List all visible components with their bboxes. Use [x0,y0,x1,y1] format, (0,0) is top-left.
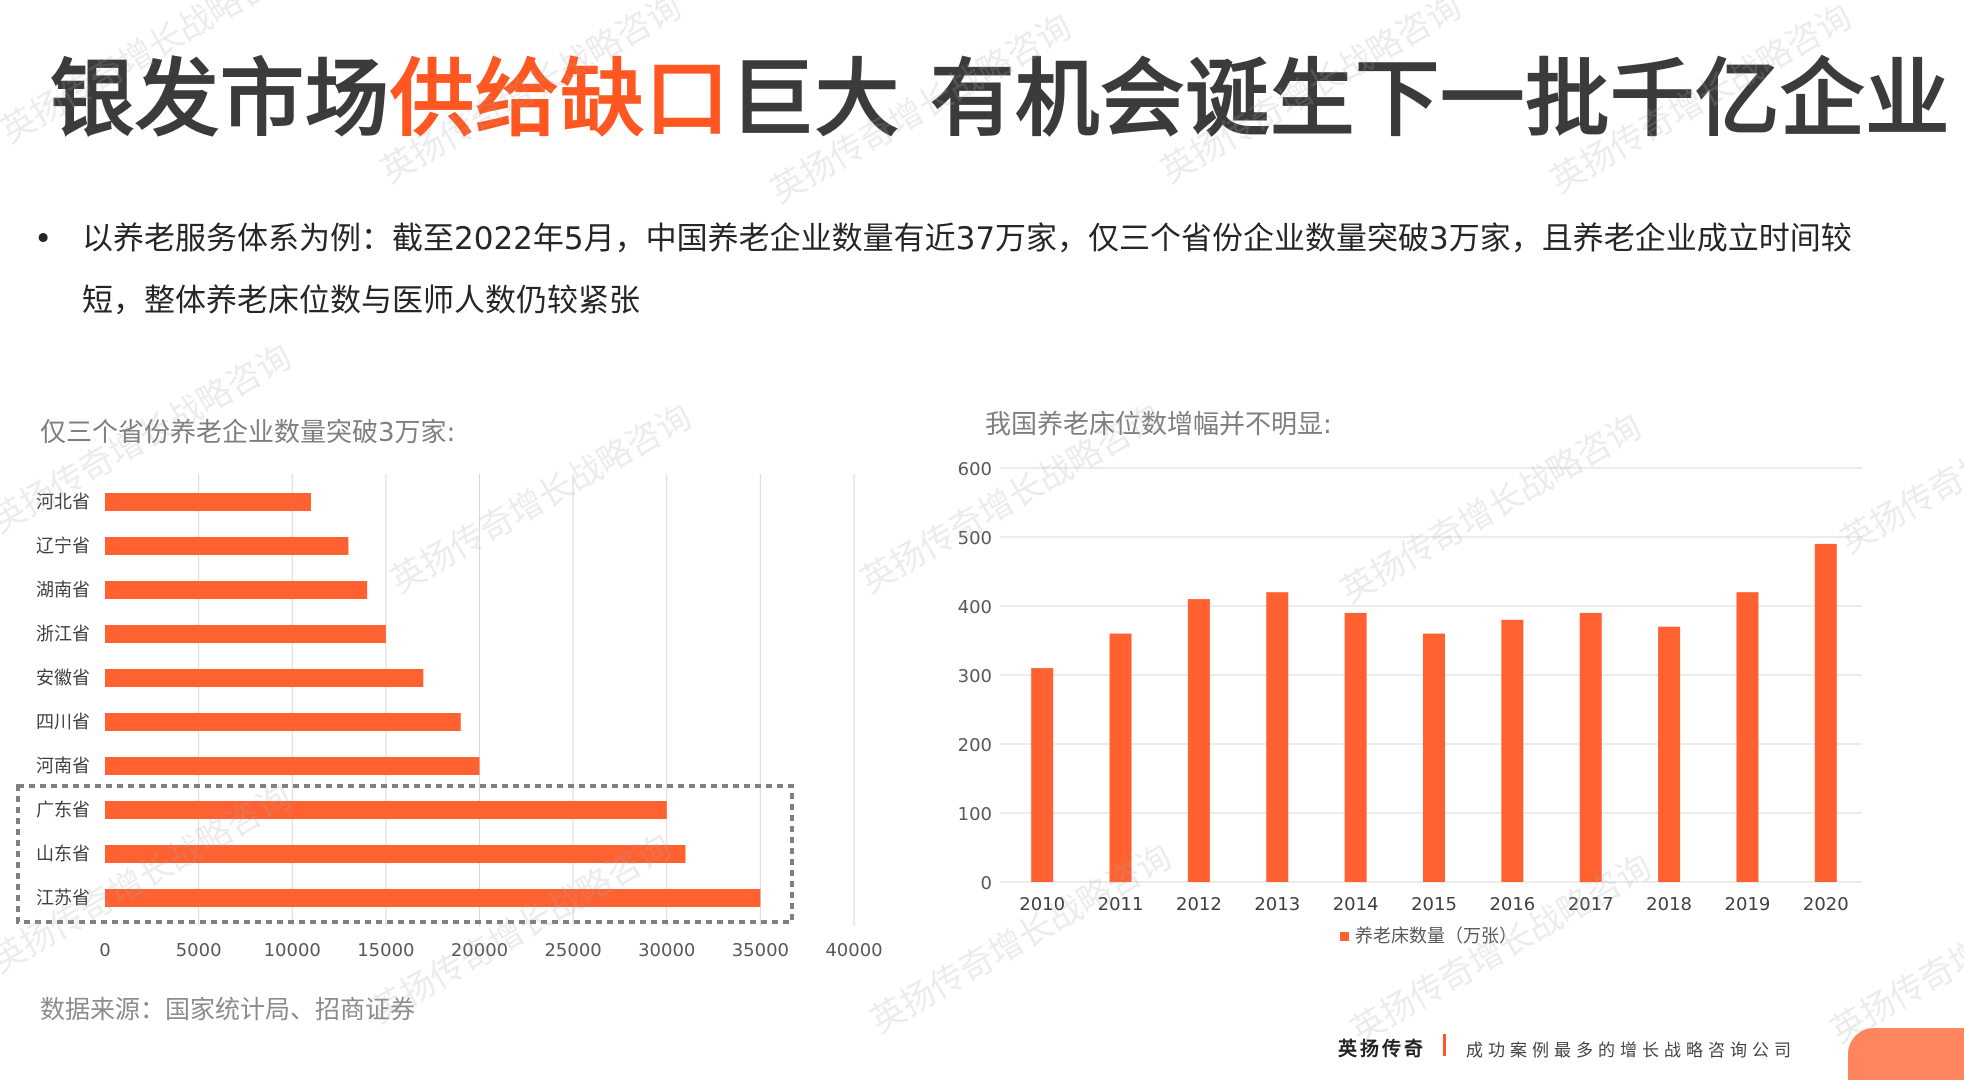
footer-slogan: 成功案例最多的增长战略咨询公司 [1466,1041,1796,1061]
bar [105,537,349,555]
x-tick-label: 5000 [176,940,222,961]
bar [1109,633,1132,882]
x-tick-label: 20000 [451,940,508,961]
bar [105,669,424,687]
category-label: 河北省 [36,492,90,513]
x-tick-label: 25000 [544,940,601,961]
y-tick-label: 200 [958,735,992,756]
category-label: 山东省 [36,844,90,865]
category-label: 河南省 [36,756,90,777]
x-tick-label: 2016 [1489,894,1535,915]
bullet-marker: • [34,221,53,257]
bar [1187,599,1210,882]
x-tick-label: 2011 [1098,894,1144,915]
bar [1814,543,1837,882]
bar [105,757,480,775]
x-tick-label: 2017 [1568,894,1614,915]
x-tick-label: 40000 [825,940,882,961]
footer-brand: 英扬传奇 [1338,1038,1427,1060]
y-tick-label: 300 [958,666,992,687]
x-tick-label: 35000 [732,940,789,961]
bar [105,889,761,907]
category-label: 辽宁省 [36,536,90,557]
data-source: 数据来源：国家统计局、招商证券 [40,995,416,1024]
x-tick-label: 2019 [1725,894,1771,915]
bar [105,625,386,643]
category-label: 安徽省 [36,668,90,689]
x-tick-label: 2018 [1646,894,1692,915]
x-tick-label: 15000 [357,940,414,961]
x-tick-label: 2015 [1411,894,1457,915]
y-tick-label: 100 [958,804,992,825]
category-label: 浙江省 [36,624,90,645]
left-chart-subtitle: 仅三个省份养老企业数量突破3万家: [40,418,456,448]
corner-decoration [1848,1028,1964,1080]
x-tick-label: 2010 [1019,894,1065,915]
y-tick-label: 500 [958,528,992,549]
bar [105,845,686,863]
category-label: 广东省 [36,800,90,821]
title-highlight: 供给缺口 [390,50,731,148]
bar [1344,612,1367,882]
y-tick-label: 400 [958,597,992,618]
page-title: 银发市场供给缺口巨大 有机会诞生下一批千亿企业 [50,44,1950,154]
category-label: 江苏省 [36,888,90,909]
x-tick-label: 2020 [1803,894,1849,915]
bar [105,713,461,731]
bar [105,801,667,819]
category-label: 湖南省 [36,580,90,601]
y-tick-label: 600 [958,459,992,480]
x-tick-label: 30000 [638,940,695,961]
bar [1266,592,1289,882]
legend-label: 养老床数量（万张） [1355,926,1517,947]
bed-count-bar-chart: 0 100 200 300 400 500 600 2010 2011 2012 2013 2014 2… [958,459,1862,947]
footer-separator [1443,1034,1446,1056]
bullet-text: 以养老服务体系为例：截至2022年5月，中国养老企业数量有近37万家，仅三个省份… [82,221,1852,319]
x-tick-label: 2012 [1176,894,1222,915]
bar [1423,633,1445,882]
legend-swatch [1340,932,1349,941]
bar [105,581,368,599]
x-tick-label: 2014 [1333,894,1379,915]
title-part-1: 银发市场 [50,50,391,148]
right-chart-subtitle: 我国养老床位数增幅并不明显: [985,410,1332,440]
x-tick-label: 0 [99,940,110,961]
x-tick-label: 2013 [1254,894,1300,915]
bar [1579,612,1602,882]
highlight-box [16,784,794,924]
bar [1658,626,1681,882]
bar [105,493,311,511]
category-label: 四川省 [36,712,90,733]
x-tick-label: 10000 [264,940,321,961]
y-tick-label: 0 [981,873,992,894]
province-enterprise-bar-chart: 0 5000 10000 15000 20000 25000 30000 35000 40000… [16,474,883,961]
bar [1736,592,1759,882]
bar [1501,619,1524,882]
title-part-2: 巨大 有机会诞生下一批千亿企业 [730,50,1951,148]
bar [1031,668,1054,882]
